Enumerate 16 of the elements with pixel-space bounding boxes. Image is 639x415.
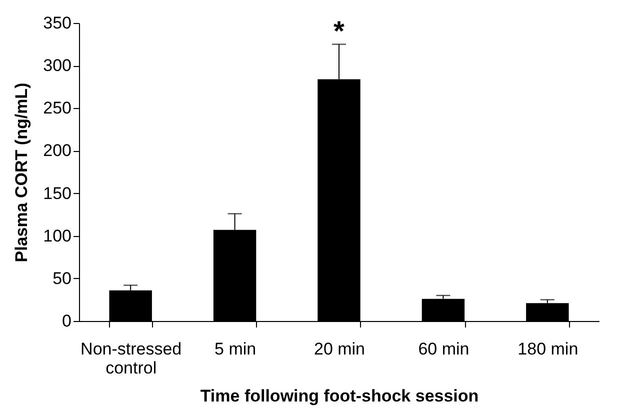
x-tick-label: Non-stressed control — [80, 340, 182, 378]
x-tick-label: 180 min — [518, 340, 578, 358]
y-axis-title: Plasma CORT (ng/mL) — [12, 82, 32, 262]
y-tick-label: 0 — [62, 312, 72, 330]
y-tick-label: 150 — [43, 184, 72, 203]
y-tick-label: 300 — [43, 56, 72, 76]
y-tick-label: 350 — [43, 14, 72, 32]
x-axis-title: Time following foot-shock session — [200, 386, 479, 406]
x-tick-label: 5 min — [214, 340, 256, 358]
x-tick-label: 60 min — [418, 340, 470, 358]
annotation: * — [334, 15, 345, 46]
y-tick-label: 250 — [43, 98, 72, 118]
x-tick-label: 20 min — [314, 340, 366, 358]
y-tick-label: 200 — [43, 141, 72, 160]
y-tick-label: 50 — [52, 268, 72, 288]
y-tick-label: 100 — [43, 226, 72, 246]
